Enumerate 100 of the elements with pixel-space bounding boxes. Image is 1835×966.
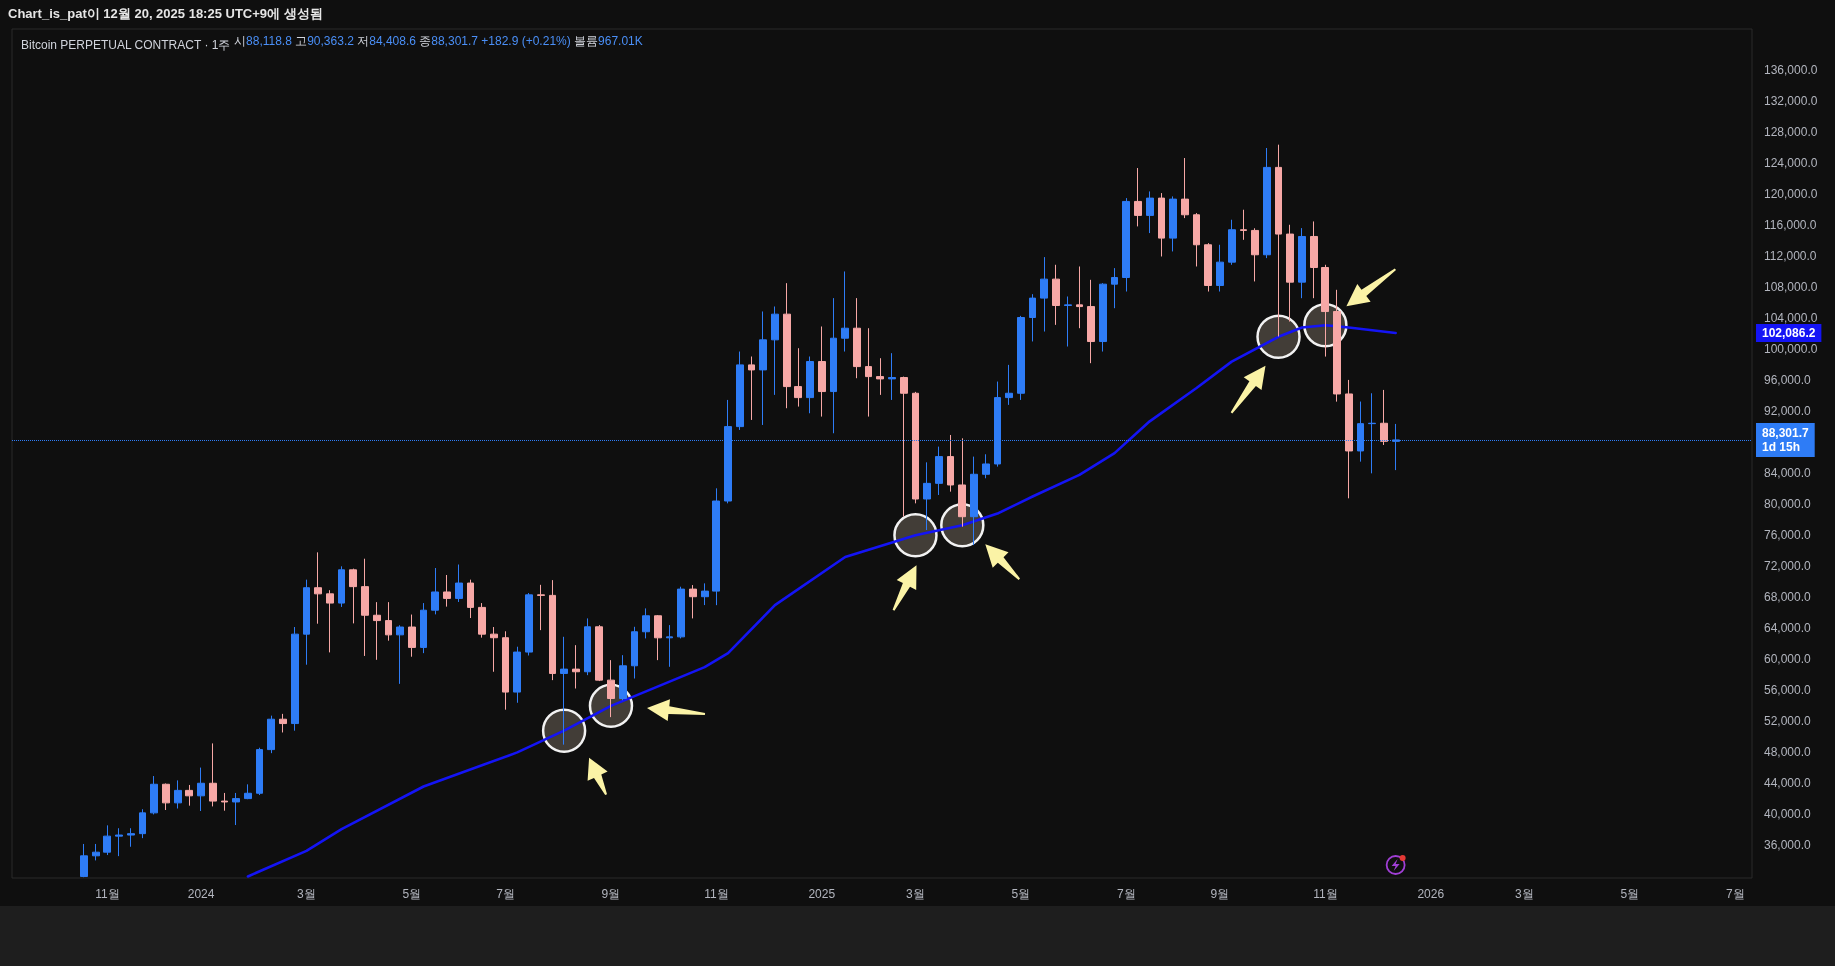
candlestick bbox=[1286, 224, 1294, 323]
candlestick bbox=[314, 551, 322, 625]
y-tick-label: 36,000.0 bbox=[1764, 838, 1812, 853]
y-tick-label: 96,000.0 bbox=[1764, 373, 1812, 388]
candlestick bbox=[139, 808, 146, 839]
candlestick bbox=[888, 352, 896, 401]
candlestick bbox=[385, 601, 392, 642]
candlestick bbox=[794, 347, 802, 408]
candlestick bbox=[1263, 147, 1271, 259]
y-tick-label: 84,000.0 bbox=[1764, 466, 1812, 481]
candlestick bbox=[349, 568, 357, 624]
x-tick-label: 3월 bbox=[906, 887, 925, 901]
candlestick bbox=[1169, 195, 1177, 252]
text: 102,086.2 bbox=[1762, 326, 1816, 341]
candlestick bbox=[1017, 315, 1025, 401]
y-tick-label: 64,000.0 bbox=[1764, 621, 1812, 636]
candlestick bbox=[513, 646, 521, 704]
candlestick bbox=[1134, 167, 1142, 227]
candlestick bbox=[291, 626, 299, 732]
candlestick bbox=[560, 636, 568, 746]
candlestick bbox=[947, 434, 954, 493]
candlestick bbox=[443, 574, 451, 608]
candlestick bbox=[1076, 265, 1083, 329]
candlestick bbox=[92, 843, 100, 861]
text: 시88,118.8 고90,363.2 저84,408.6 종88,301.7 +182.9 (+0.21%) 볼륨967.01K bbox=[234, 34, 643, 48]
candlestick bbox=[1345, 379, 1353, 499]
candlestick bbox=[1146, 190, 1154, 234]
candlestick bbox=[420, 602, 427, 654]
y-tick-label: 120,000.0 bbox=[1764, 187, 1818, 202]
x-tick-label: 5월 bbox=[1011, 887, 1031, 901]
y-tick-label: 76,000.0 bbox=[1764, 528, 1812, 543]
y-tick-label: 132,000.0 bbox=[1764, 94, 1818, 109]
x-tick-label: 5월 bbox=[1620, 887, 1640, 901]
candlestick bbox=[865, 327, 872, 418]
x-tick-label: 9월 bbox=[1210, 887, 1230, 901]
candlestick bbox=[689, 584, 697, 619]
y-tick-label: 72,000.0 bbox=[1764, 559, 1812, 574]
candlestick bbox=[572, 644, 580, 690]
candlestick bbox=[256, 747, 263, 796]
candlestick bbox=[373, 601, 381, 661]
candlestick bbox=[1111, 267, 1118, 309]
candlestick bbox=[162, 782, 170, 811]
candlestick bbox=[642, 607, 650, 639]
y-tick-label: 128,000.0 bbox=[1764, 125, 1818, 140]
candlestick bbox=[502, 630, 509, 711]
candlestick bbox=[1052, 264, 1060, 326]
candlestick bbox=[221, 792, 228, 812]
candlestick bbox=[958, 437, 966, 528]
y-tick-label: 48,000.0 bbox=[1764, 745, 1812, 760]
x-tick-label: 11월 bbox=[95, 887, 120, 901]
candlestick bbox=[1251, 227, 1259, 282]
candlestick bbox=[701, 582, 709, 606]
candlestick bbox=[923, 461, 931, 531]
candlestick bbox=[1216, 244, 1224, 293]
candlestick bbox=[232, 792, 240, 826]
y-tick-label: 108,000.0 bbox=[1764, 280, 1818, 295]
candlestick bbox=[338, 565, 345, 608]
candlestick bbox=[1321, 264, 1329, 358]
candlestick bbox=[1298, 227, 1306, 299]
candlestick bbox=[150, 775, 158, 815]
candlestick bbox=[818, 326, 826, 418]
candlestick bbox=[830, 297, 837, 434]
y-tick-label: 40,000.0 bbox=[1764, 807, 1812, 822]
y-tick-label: 124,000.0 bbox=[1764, 156, 1818, 171]
candlestick bbox=[326, 589, 334, 653]
candlestick bbox=[584, 617, 591, 676]
x-tick-label: 7월 bbox=[496, 887, 515, 901]
candlestick bbox=[408, 614, 416, 658]
candlestick bbox=[982, 453, 990, 479]
candlestick bbox=[712, 487, 720, 606]
candlestick bbox=[1193, 212, 1200, 267]
x-tick-label: 2025 bbox=[808, 887, 836, 901]
candlestick bbox=[935, 446, 943, 496]
candlestick bbox=[900, 376, 908, 518]
candlestick bbox=[666, 624, 673, 668]
candlestick bbox=[174, 779, 182, 810]
candlestick bbox=[654, 614, 662, 661]
candlestick bbox=[431, 567, 439, 615]
candlestick bbox=[759, 310, 767, 426]
x-tick-label: 2026 bbox=[1417, 887, 1445, 901]
candlestick bbox=[244, 783, 252, 800]
candlestick bbox=[1228, 219, 1236, 266]
candlestick bbox=[549, 579, 556, 681]
candlestick bbox=[478, 602, 486, 639]
x-tick-label: 9월 bbox=[601, 887, 621, 901]
candlestick bbox=[677, 586, 685, 639]
y-tick-label: 136,000.0 bbox=[1764, 63, 1818, 78]
candlestick bbox=[185, 784, 193, 807]
y-tick-label: 56,000.0 bbox=[1764, 683, 1812, 698]
candlestick bbox=[1158, 192, 1165, 257]
candlestick bbox=[197, 767, 205, 812]
candlestick bbox=[209, 742, 217, 807]
candlestick bbox=[1064, 295, 1072, 347]
candlestick bbox=[303, 579, 310, 666]
candlestick bbox=[490, 626, 498, 673]
candlestick bbox=[127, 827, 135, 848]
candlestick bbox=[1275, 144, 1282, 337]
candlestick bbox=[80, 843, 88, 878]
y-tick-label: 92,000.0 bbox=[1764, 404, 1812, 419]
y-tick-label: 52,000.0 bbox=[1764, 714, 1812, 729]
